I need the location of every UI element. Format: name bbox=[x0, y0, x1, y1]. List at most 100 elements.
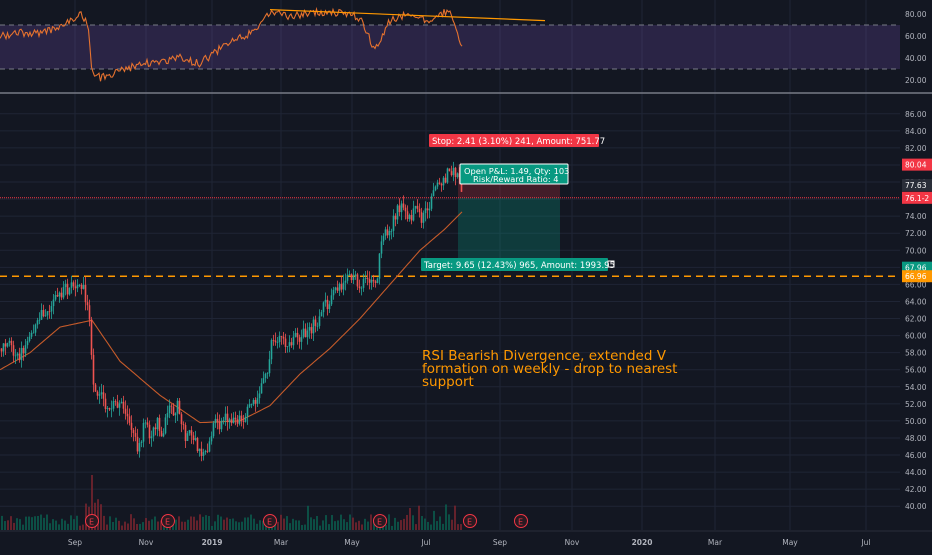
candle-body bbox=[82, 284, 85, 289]
price-tick-label: 60.00 bbox=[905, 332, 927, 341]
candle-body bbox=[158, 417, 161, 431]
volume-bar bbox=[181, 521, 183, 530]
candle-body bbox=[404, 207, 407, 212]
candle-body bbox=[32, 332, 35, 334]
candle-body bbox=[242, 421, 245, 422]
candle-body bbox=[216, 418, 219, 422]
volume-bar bbox=[337, 520, 339, 530]
candle-body bbox=[258, 393, 261, 399]
candle-body bbox=[220, 420, 223, 430]
rsi-tick-label: 20.00 bbox=[905, 76, 927, 85]
candle-body bbox=[294, 332, 297, 337]
volume-bar bbox=[433, 510, 435, 530]
candle-body bbox=[342, 282, 345, 290]
candle-body bbox=[114, 401, 117, 402]
candle-body bbox=[440, 183, 443, 186]
candle-body bbox=[56, 295, 59, 297]
open-pnl-label: Open P&L: 1.49, Qty: 103 bbox=[464, 166, 569, 176]
candle-body bbox=[274, 340, 277, 343]
volume-bar bbox=[448, 514, 450, 530]
volume-bar bbox=[334, 521, 336, 530]
time-tick-label: Sep bbox=[493, 538, 507, 547]
volume-bar bbox=[106, 524, 108, 530]
candle-body bbox=[304, 328, 307, 338]
volume-bar bbox=[97, 499, 99, 530]
earnings-marker-icon bbox=[514, 514, 528, 528]
volume-bar bbox=[211, 525, 213, 530]
candle-body bbox=[300, 336, 303, 342]
earnings-marker-label: E bbox=[518, 518, 523, 527]
candle-body bbox=[348, 274, 351, 275]
volume-bar bbox=[112, 521, 114, 530]
candle-body bbox=[250, 404, 253, 406]
candle-body bbox=[320, 312, 323, 317]
candle-body bbox=[426, 208, 429, 211]
candle-body bbox=[162, 433, 165, 437]
candle-body bbox=[176, 400, 179, 414]
volume-bar bbox=[229, 518, 231, 530]
candle-body bbox=[16, 353, 19, 356]
volume-bar bbox=[205, 515, 207, 530]
candle-body bbox=[138, 443, 141, 452]
volume-bar bbox=[391, 525, 393, 530]
volume-bar bbox=[73, 519, 75, 530]
target-handle bbox=[607, 260, 615, 268]
volume-bar bbox=[310, 517, 312, 530]
candle-body bbox=[336, 287, 339, 291]
candle-body bbox=[340, 283, 343, 290]
candle-body bbox=[52, 299, 55, 307]
volume-bar bbox=[82, 524, 84, 530]
candle-body bbox=[308, 327, 311, 331]
candle-body bbox=[284, 338, 287, 347]
candle-body bbox=[430, 196, 433, 209]
annotation-note: RSI Bearish Divergence, extended V forma… bbox=[422, 348, 678, 390]
volume-bar bbox=[103, 515, 105, 530]
candle-body bbox=[362, 278, 365, 288]
price-tick-label: 86.00 bbox=[905, 110, 927, 119]
candle-body bbox=[452, 167, 455, 176]
volume-bar bbox=[64, 520, 66, 530]
candle-body bbox=[48, 311, 51, 313]
volume-bar bbox=[19, 519, 21, 530]
volume-bar bbox=[85, 503, 87, 530]
volume-bar bbox=[118, 520, 120, 530]
volume-bar bbox=[16, 518, 18, 530]
candle-body bbox=[328, 304, 331, 310]
volume-bar bbox=[295, 520, 297, 530]
candle-body bbox=[50, 306, 53, 312]
volume-bar bbox=[442, 523, 444, 530]
earnings-marker-label: E bbox=[467, 518, 472, 527]
volume-bar bbox=[259, 520, 261, 530]
volume-bar bbox=[277, 521, 279, 530]
candle-body bbox=[310, 327, 313, 334]
candle-body bbox=[352, 276, 355, 281]
candle-body bbox=[192, 435, 195, 440]
volume-bar bbox=[313, 519, 315, 530]
candle-body bbox=[54, 295, 57, 300]
price-badge bbox=[902, 270, 932, 283]
volume-bar bbox=[223, 519, 225, 530]
candle-body bbox=[238, 415, 241, 424]
candle-body bbox=[272, 340, 275, 341]
candle-body bbox=[78, 284, 81, 286]
volume-bar bbox=[451, 519, 453, 530]
volume-bar bbox=[115, 517, 117, 530]
earnings-marker-icon bbox=[85, 514, 99, 528]
volume-bar bbox=[40, 514, 42, 530]
candle-body bbox=[28, 336, 31, 342]
candle-body bbox=[410, 215, 413, 221]
volume-bar bbox=[430, 524, 432, 530]
candle-body bbox=[398, 205, 401, 213]
candle-body bbox=[182, 424, 185, 426]
volume-bar bbox=[235, 521, 237, 530]
candle-body bbox=[224, 413, 227, 421]
candle-body bbox=[148, 424, 151, 439]
volume-bar bbox=[190, 516, 192, 530]
target-label: Target: 9.65 (12.43%) 965, Amount: 1993.… bbox=[423, 261, 615, 271]
earnings-marker-label: E bbox=[89, 518, 94, 527]
candle-body bbox=[446, 168, 449, 183]
volume-bar bbox=[457, 524, 459, 530]
candle-body bbox=[246, 406, 249, 417]
